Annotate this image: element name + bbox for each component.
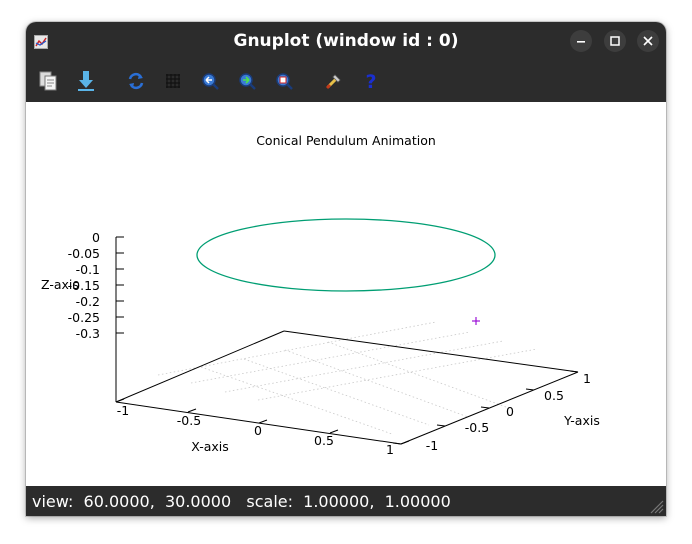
y-tick-label: -1 <box>426 438 438 453</box>
title-bar[interactable]: Gnuplot (window id : 0) <box>26 22 666 60</box>
resize-grip-icon[interactable] <box>648 498 664 514</box>
z-tick-label: -0.2 <box>76 294 100 309</box>
download-arrow-icon <box>78 71 94 91</box>
y-tick-label: 1 <box>583 371 591 386</box>
x-axis-label: X-axis <box>191 439 229 454</box>
close-icon <box>643 36 653 46</box>
z-tick-label: 0 <box>92 230 100 245</box>
refresh-icon <box>128 72 144 90</box>
maximize-icon <box>610 36 620 46</box>
x-tick-label: -1 <box>117 403 129 418</box>
svg-text:?: ? <box>365 71 376 93</box>
grid-icon <box>166 74 180 88</box>
pendulum-bob-marker <box>472 317 480 325</box>
z-axis-label: Z-axis <box>41 277 79 292</box>
base-grid <box>157 321 538 435</box>
replot-button[interactable] <box>124 69 148 93</box>
plot-area[interactable]: Conical Pendulum Animation <box>26 102 666 486</box>
autoscale-button[interactable] <box>272 69 296 93</box>
x-tick-label: 1 <box>386 442 394 457</box>
previous-zoom-button[interactable] <box>198 69 222 93</box>
x-tick-label: 0.5 <box>314 433 334 448</box>
x-tick-label: 0 <box>254 423 262 438</box>
z-tick-label: -0.3 <box>76 326 100 341</box>
y-tick-label: 0.5 <box>544 388 564 403</box>
toggle-grid-button[interactable] <box>161 69 185 93</box>
minimize-button[interactable] <box>570 30 592 52</box>
toolbar: ? <box>26 60 666 102</box>
help-button[interactable]: ? <box>359 69 383 93</box>
autoscale-icon <box>276 73 293 90</box>
maximize-button[interactable] <box>604 30 626 52</box>
y-tick-label: 0 <box>506 404 514 419</box>
z-tick-label: -0.05 <box>68 246 100 261</box>
pendulum-trajectory-circle <box>196 218 496 292</box>
x-tick-label: -0.5 <box>177 413 201 428</box>
copy-to-clipboard-button[interactable] <box>37 69 61 93</box>
close-button[interactable] <box>637 30 659 52</box>
status-bar: view: 60.0000, 30.0000 scale: 1.00000, 1… <box>26 486 666 516</box>
zoom-next-icon <box>239 73 256 90</box>
plot-canvas[interactable]: Conical Pendulum Animation <box>26 102 666 486</box>
z-tick-label: -0.1 <box>76 262 100 277</box>
gnuplot-window: Gnuplot (window id : 0) <box>26 22 666 516</box>
question-icon: ? <box>365 71 376 93</box>
chart-title: Conical Pendulum Animation <box>256 133 436 148</box>
base-plane-border <box>115 330 579 445</box>
axis-ticks <box>115 236 579 445</box>
status-text: view: 60.0000, 30.0000 scale: 1.00000, 1… <box>32 492 451 511</box>
z-tick-label: -0.25 <box>68 310 100 325</box>
z-tick-label: -0.15 <box>68 278 100 293</box>
next-zoom-button[interactable] <box>235 69 259 93</box>
clipboard-icon <box>39 71 57 91</box>
y-axis-label: Y-axis <box>563 413 600 428</box>
zoom-previous-icon <box>202 73 219 90</box>
export-button[interactable] <box>74 69 98 93</box>
settings-button[interactable] <box>322 69 346 93</box>
gnuplot-app-icon <box>34 34 48 49</box>
wrench-icon <box>325 74 341 90</box>
minimize-icon <box>577 41 585 43</box>
window-title: Gnuplot (window id : 0) <box>233 31 459 51</box>
y-tick-label: -0.5 <box>465 420 489 435</box>
